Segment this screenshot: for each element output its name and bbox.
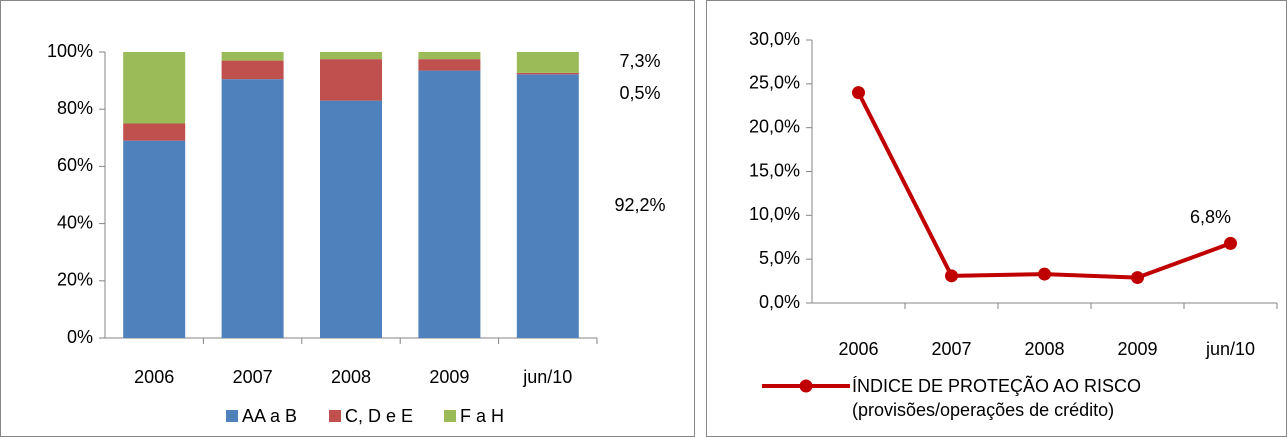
y-tick-label: 5,0% xyxy=(759,248,800,268)
point xyxy=(1224,236,1237,250)
data-label: 0,5% xyxy=(619,83,660,103)
legend-label: C, D e E xyxy=(345,406,413,426)
y-tick-label: 80% xyxy=(57,98,93,118)
x-tick-label: 2009 xyxy=(429,367,469,387)
chart-frame xyxy=(706,0,1287,437)
x-tick-label: 2007 xyxy=(931,339,971,359)
x-tick-label: 2007 xyxy=(233,367,273,387)
bar-segment xyxy=(221,60,284,80)
legend-swatch xyxy=(226,410,238,422)
legend-swatch xyxy=(329,410,341,422)
bar-segment xyxy=(221,52,284,61)
y-tick-label: 0% xyxy=(67,327,93,347)
y-tick-label: 40% xyxy=(57,212,93,232)
bar-segment xyxy=(320,52,382,60)
y-tick-label: 20% xyxy=(57,270,93,290)
point xyxy=(1038,267,1051,281)
legend-swatch xyxy=(444,410,456,422)
y-tick-label: 30,0% xyxy=(749,29,800,49)
bar-segment xyxy=(418,59,481,71)
point xyxy=(945,269,958,283)
y-tick-label: 20,0% xyxy=(749,116,800,136)
bar-segment xyxy=(516,74,579,339)
y-tick-label: 0,0% xyxy=(759,292,800,312)
x-tick-label: 2008 xyxy=(1024,339,1064,359)
bar-segment xyxy=(123,123,186,141)
x-tick-label: 2009 xyxy=(1117,339,1157,359)
y-tick-label: 25,0% xyxy=(749,73,800,93)
bar-segment xyxy=(516,72,579,75)
data-label: 6,8% xyxy=(1190,207,1231,227)
bar-segment xyxy=(221,79,284,339)
bar-segment xyxy=(418,70,481,338)
x-tick-label: jun/10 xyxy=(522,367,572,387)
y-tick-label: 10,0% xyxy=(749,204,800,224)
point xyxy=(1131,271,1144,285)
x-tick-label: jun/10 xyxy=(1205,339,1255,359)
data-label: 7,3% xyxy=(619,51,660,71)
data-label: 92,2% xyxy=(614,195,665,215)
y-tick-label: 15,0% xyxy=(749,160,800,180)
y-tick-label: 60% xyxy=(57,155,93,175)
bar-segment xyxy=(516,52,579,73)
legend-label: AA a B xyxy=(242,406,297,426)
x-tick-label: 2008 xyxy=(331,367,371,387)
bar-segment xyxy=(123,140,186,338)
x-tick-label: 2006 xyxy=(838,339,878,359)
legend-label: F a H xyxy=(460,406,504,426)
legend-label: ÍNDICE DE PROTEÇÃO AO RISCO (provisões/o… xyxy=(852,376,1142,420)
y-tick-label: 100% xyxy=(47,41,93,61)
bar-segment xyxy=(123,52,186,124)
legend-marker xyxy=(799,379,813,393)
bar-segment xyxy=(320,59,382,101)
point xyxy=(852,86,865,100)
x-tick-label: 2006 xyxy=(134,367,174,387)
bar-segment xyxy=(320,100,382,339)
bar-segment xyxy=(418,52,481,60)
